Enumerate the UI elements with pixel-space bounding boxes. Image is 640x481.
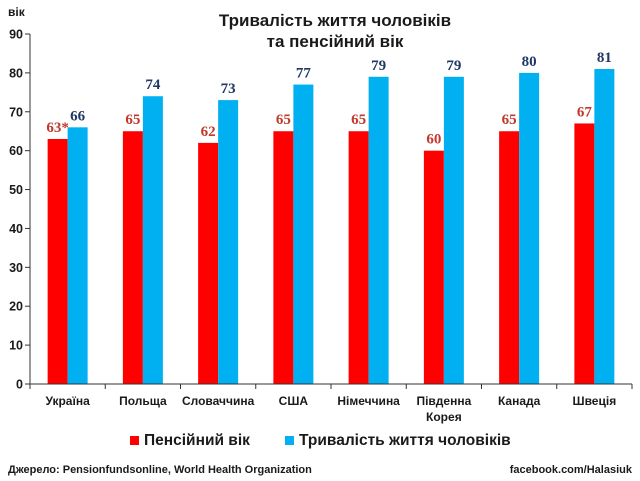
bar-life-expectancy — [594, 69, 615, 384]
category-label: Словаччина — [182, 394, 255, 408]
axes — [29, 34, 633, 389]
data-label: 65 — [125, 112, 140, 128]
data-label: 81 — [597, 50, 612, 66]
data-label: 65 — [276, 112, 291, 128]
bar-life-expectancy — [67, 127, 88, 384]
legend-label: Пенсійний вік — [144, 432, 250, 449]
y-tick-label: 50 — [9, 183, 23, 197]
data-label: 80 — [522, 54, 537, 70]
category-label: Німеччина — [337, 394, 400, 408]
data-label: 79 — [446, 58, 461, 74]
bar-life-expectancy — [368, 76, 389, 385]
bar-life-expectancy — [443, 76, 464, 385]
bar-life-expectancy — [142, 96, 163, 384]
bar-life-expectancy — [293, 84, 314, 385]
y-tick-label: 90 — [9, 28, 23, 42]
legend: Пенсійний вік Тривалість життя чоловіків — [130, 432, 511, 449]
category-label: Швеція — [573, 394, 617, 408]
data-label: 65 — [351, 112, 366, 128]
bar-life-expectancy — [519, 72, 540, 384]
bar-life-expectancy — [218, 100, 239, 384]
data-label: 62 — [201, 124, 216, 140]
bar-retirement-age — [348, 131, 369, 384]
data-label: 60 — [426, 132, 441, 148]
bar-retirement-age — [423, 150, 444, 384]
y-tick-label: 10 — [9, 339, 23, 353]
data-label: 74 — [145, 77, 161, 93]
y-tick-label: 20 — [9, 300, 23, 314]
legend-label: Тривалість життя чоловіків — [299, 432, 511, 449]
bar-retirement-age — [499, 131, 520, 384]
bar-retirement-age — [122, 131, 143, 384]
bars-group: 63* 65 62 65 65 60 65 67 66 74 73 77 79 79 80 81 — [46, 50, 615, 385]
data-label: 65 — [502, 112, 517, 128]
category-labels: Україна Польща Словаччина США Німеччина Півде… — [45, 394, 616, 424]
data-label: 79 — [371, 58, 386, 74]
category-label: Україна — [45, 394, 90, 408]
bar-retirement-age — [198, 142, 219, 384]
category-label: США — [279, 394, 309, 408]
y-tick-label: 30 — [9, 261, 23, 275]
y-tick-label: 80 — [9, 66, 23, 80]
chart-title-line-1: Тривалість життя чоловіків — [219, 11, 451, 30]
legend-swatch — [130, 436, 139, 445]
chart-title-line-2: та пенсійний вік — [267, 32, 404, 51]
bar-retirement-age — [574, 123, 595, 384]
category-label: Канада — [498, 394, 541, 408]
y-axis-unit-label: вік — [8, 5, 26, 19]
data-label: 67 — [577, 104, 593, 120]
y-tick-label: 40 — [9, 222, 23, 236]
data-label: 77 — [296, 66, 312, 82]
y-axis-ticks: 0 10 20 30 40 50 60 70 80 90 — [9, 28, 30, 392]
data-label: 63* — [46, 120, 69, 136]
data-label: 66 — [70, 108, 86, 124]
credit-link[interactable]: facebook.com/Halasiuk — [510, 464, 633, 476]
bar-retirement-age — [273, 131, 294, 384]
category-label: Корея — [426, 410, 462, 424]
category-label: Південна — [416, 394, 471, 408]
category-label: Польща — [119, 394, 167, 408]
y-tick-label: 60 — [9, 144, 23, 158]
source-note: Джерело: Pensionfundsonline, World Healt… — [8, 464, 312, 476]
legend-swatch — [285, 436, 294, 445]
y-tick-label: 0 — [16, 378, 23, 392]
data-label: 73 — [221, 81, 236, 97]
y-tick-label: 70 — [9, 105, 23, 119]
bar-retirement-age — [47, 139, 68, 384]
